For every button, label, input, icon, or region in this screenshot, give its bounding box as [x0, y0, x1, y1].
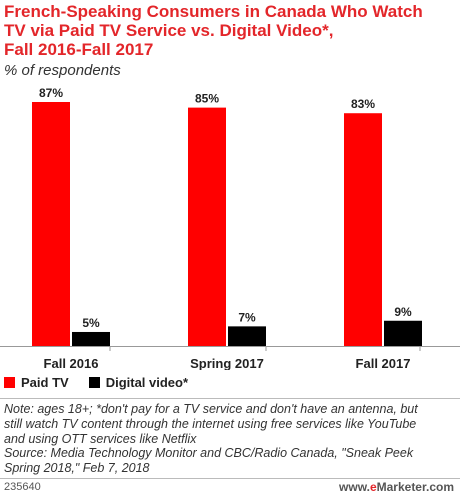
x-tick-label: Fall 2016 — [44, 356, 99, 370]
note-line: Note: ages 18+; *don't pay for a TV serv… — [4, 402, 418, 416]
legend-swatch-paid-tv — [4, 376, 15, 388]
title-line: TV via Paid TV Service vs. Digital Video… — [4, 21, 334, 40]
chart-legend: Paid TV Digital video* — [4, 373, 208, 391]
data-label-digital-video: 5% — [82, 316, 100, 330]
bar-digital-video — [228, 326, 266, 346]
bar-chart: 87% 5% Fall 2016 85% 7% Spring 2017 83% 9% Fall … — [0, 86, 460, 370]
data-label-paid-tv: 85% — [195, 92, 219, 106]
data-label-paid-tv: 87% — [39, 86, 63, 100]
divider — [0, 478, 460, 479]
source-line: Source: Media Technology Monitor and CBC… — [4, 446, 414, 461]
data-label-digital-video: 9% — [394, 305, 412, 319]
chart-title: French-Speaking Consumers in Canada Who … — [4, 2, 456, 59]
legend-label-digital-video: Digital video* — [105, 374, 189, 390]
bar-paid-tv — [344, 113, 382, 347]
data-label-paid-tv: 83% — [351, 97, 375, 111]
x-tick-label: Spring 2017 — [190, 356, 264, 370]
divider — [0, 398, 460, 399]
note-line: and using OTT services like Netflix — [4, 431, 197, 446]
x-tick-label: Fall 2017 — [356, 356, 411, 370]
data-label-digital-video: 7% — [238, 310, 256, 324]
brand-logo: www.eMarketer.com — [339, 480, 454, 494]
bar-digital-video — [384, 320, 422, 346]
chart-id: 235640 — [4, 481, 41, 493]
chart-subtitle: % of respondents — [4, 62, 121, 79]
bar-digital-video — [72, 331, 110, 346]
source-line: Spring 2018," Feb 7, 2018 — [4, 461, 150, 476]
legend-item-digital-video: Digital video* — [88, 374, 189, 390]
title-line: Fall 2016-Fall 2017 — [4, 40, 154, 59]
legend-label-paid-tv: Paid TV — [21, 374, 69, 390]
legend-swatch-digital-video — [88, 376, 100, 388]
note-line: still watch TV content through the inter… — [4, 416, 417, 431]
bar-paid-tv — [188, 107, 226, 346]
title-line: French-Speaking Consumers in Canada Who … — [4, 2, 423, 21]
legend-item-paid-tv: Paid TV — [4, 375, 69, 390]
bar-paid-tv — [32, 102, 70, 346]
chart-notes: Note: ages 18+; *don't pay for a TV serv… — [4, 402, 456, 476]
